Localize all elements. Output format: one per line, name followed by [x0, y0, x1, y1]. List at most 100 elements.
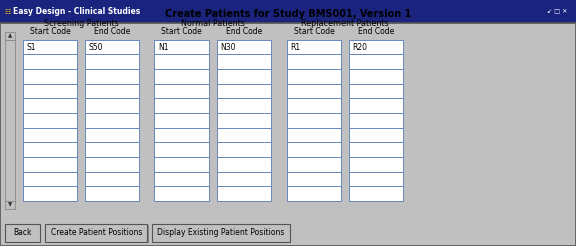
Bar — [23, 172, 77, 186]
Text: Screening Patients: Screening Patients — [44, 19, 119, 28]
Bar — [217, 172, 271, 186]
Bar — [217, 54, 271, 69]
Text: R1: R1 — [290, 43, 301, 52]
Text: N30: N30 — [220, 43, 236, 52]
Bar — [154, 186, 209, 201]
Bar — [23, 186, 77, 201]
Bar — [23, 40, 77, 54]
Text: Start Code: Start Code — [161, 27, 202, 36]
Bar — [85, 142, 139, 157]
Bar — [287, 128, 341, 142]
Bar — [23, 113, 77, 128]
Bar — [23, 98, 77, 113]
Text: End Code: End Code — [358, 27, 394, 36]
Bar — [349, 84, 403, 98]
Bar — [154, 142, 209, 157]
Text: S1: S1 — [26, 43, 36, 52]
Bar — [154, 54, 209, 69]
Bar — [349, 172, 403, 186]
Bar — [349, 142, 403, 157]
Bar — [46, 225, 149, 243]
Bar — [23, 54, 77, 69]
Text: Back: Back — [13, 228, 32, 237]
Text: ↙ □ ✕: ↙ □ ✕ — [547, 9, 567, 14]
Bar — [85, 69, 139, 84]
Text: Normal Patients: Normal Patients — [181, 19, 244, 28]
Bar — [45, 224, 147, 242]
Text: Create Patient Positions: Create Patient Positions — [51, 228, 142, 237]
Bar — [23, 157, 77, 172]
Text: N1: N1 — [158, 43, 168, 52]
Bar — [287, 113, 341, 128]
Bar — [217, 40, 271, 54]
Bar — [217, 69, 271, 84]
Bar — [287, 54, 341, 69]
Bar — [85, 84, 139, 98]
Text: Replacement Patients: Replacement Patients — [301, 19, 389, 28]
Bar — [85, 98, 139, 113]
Bar — [154, 84, 209, 98]
Bar — [217, 98, 271, 113]
Bar — [153, 225, 291, 243]
Bar — [217, 142, 271, 157]
Bar — [85, 54, 139, 69]
Text: Start Code: Start Code — [294, 27, 334, 36]
Bar — [349, 113, 403, 128]
Bar — [287, 157, 341, 172]
Bar — [85, 128, 139, 142]
Bar — [85, 157, 139, 172]
Bar — [217, 186, 271, 201]
Bar — [349, 186, 403, 201]
Text: End Code: End Code — [94, 27, 130, 36]
Bar — [154, 69, 209, 84]
Bar — [85, 113, 139, 128]
Bar — [349, 69, 403, 84]
Text: ▼: ▼ — [7, 202, 12, 207]
Bar — [287, 69, 341, 84]
Bar — [5, 224, 40, 242]
Bar — [5, 201, 15, 209]
Bar — [287, 172, 341, 186]
Text: ☷: ☷ — [4, 9, 10, 15]
Bar — [154, 157, 209, 172]
Text: Start Code: Start Code — [30, 27, 70, 36]
Bar — [287, 40, 341, 54]
Bar — [287, 142, 341, 157]
Bar — [5, 40, 15, 201]
Bar — [349, 40, 403, 54]
Bar — [154, 98, 209, 113]
Bar — [85, 40, 139, 54]
Bar — [154, 172, 209, 186]
Bar — [154, 128, 209, 142]
Bar — [349, 98, 403, 113]
Text: End Code: End Code — [226, 27, 262, 36]
Bar — [217, 84, 271, 98]
Bar — [23, 69, 77, 84]
Bar — [5, 32, 15, 40]
Bar — [287, 186, 341, 201]
Bar — [0, 0, 576, 23]
Bar — [217, 128, 271, 142]
Text: R20: R20 — [353, 43, 367, 52]
Bar — [152, 224, 290, 242]
Text: S50: S50 — [89, 43, 103, 52]
Text: Display Existing Patient Positions: Display Existing Patient Positions — [157, 228, 285, 237]
Bar — [349, 128, 403, 142]
Bar — [154, 40, 209, 54]
Bar — [6, 225, 41, 243]
Bar — [287, 98, 341, 113]
Bar — [23, 128, 77, 142]
Bar — [217, 113, 271, 128]
Bar — [85, 186, 139, 201]
Bar — [349, 54, 403, 69]
Bar — [23, 142, 77, 157]
Bar — [85, 172, 139, 186]
Text: Easy Design - Clinical Studies: Easy Design - Clinical Studies — [13, 7, 140, 16]
Bar — [23, 84, 77, 98]
Text: ▲: ▲ — [7, 33, 12, 38]
Bar — [349, 157, 403, 172]
Bar — [287, 84, 341, 98]
Text: Create Patients for Study BMS001, Version 1: Create Patients for Study BMS001, Versio… — [165, 9, 411, 19]
Bar — [154, 113, 209, 128]
Bar — [217, 157, 271, 172]
